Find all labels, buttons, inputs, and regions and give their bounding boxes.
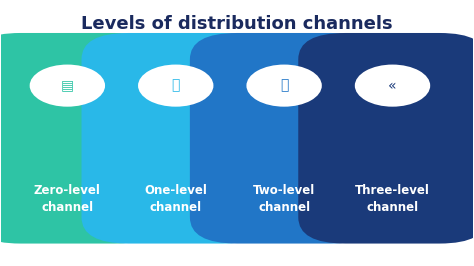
Text: Three-level
channel: Three-level channel <box>355 184 430 214</box>
Text: 🏪: 🏪 <box>280 79 288 93</box>
Text: ▤: ▤ <box>61 79 74 93</box>
Circle shape <box>355 65 430 107</box>
Text: Levels of distribution channels: Levels of distribution channels <box>81 15 393 32</box>
FancyBboxPatch shape <box>298 33 474 244</box>
Text: One-level
channel: One-level channel <box>144 184 207 214</box>
Text: Two-level
channel: Two-level channel <box>253 184 315 214</box>
FancyBboxPatch shape <box>190 33 378 244</box>
FancyBboxPatch shape <box>82 33 270 244</box>
Circle shape <box>30 65 105 107</box>
Text: 👍: 👍 <box>172 79 180 93</box>
Text: «: « <box>388 79 397 93</box>
Circle shape <box>138 65 213 107</box>
Text: Zero-level
channel: Zero-level channel <box>34 184 101 214</box>
Circle shape <box>246 65 322 107</box>
FancyBboxPatch shape <box>0 33 162 244</box>
